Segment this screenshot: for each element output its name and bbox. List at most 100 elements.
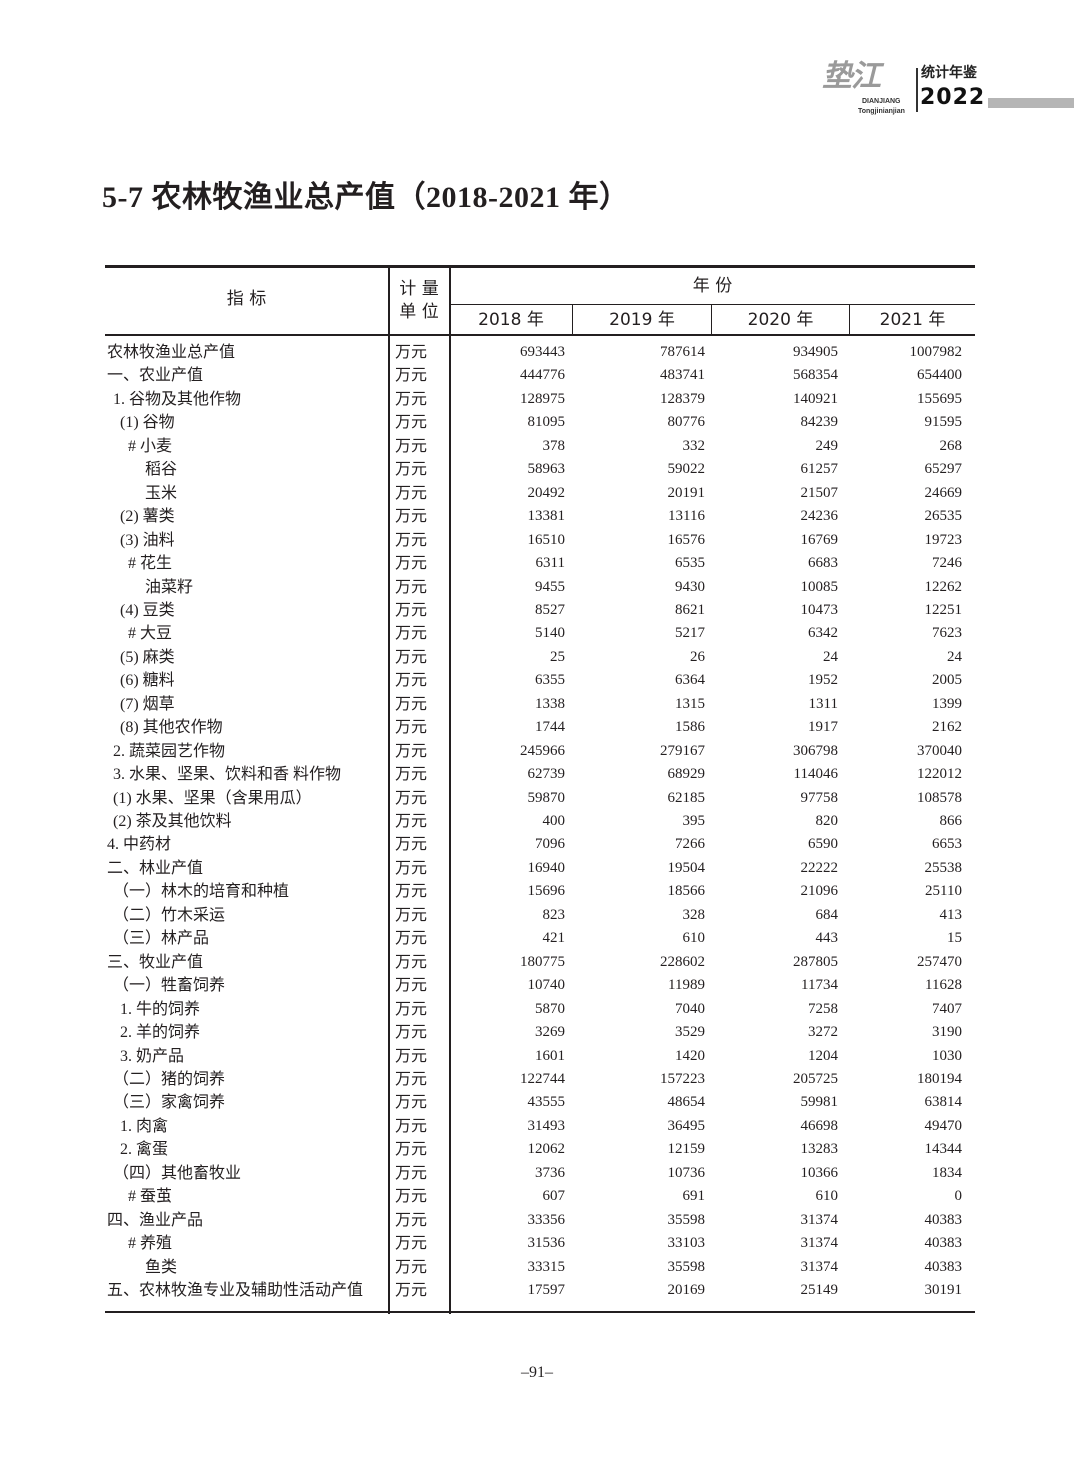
year-divider [572,305,573,334]
cell-value: 820 [815,813,839,829]
row-label: (7) 烟草 [120,695,175,713]
table-row: (4) 豆类 万元 8527 8621 10473 12251 [105,599,975,622]
table-bottom-rule [105,1311,975,1313]
cell-value: 610 [815,1188,839,1205]
table-row: # 养殖 万元 31536 33103 31374 40383 [105,1232,975,1255]
row-label: （二）竹木采运 [113,906,226,924]
cell-value: 128975 [520,390,565,407]
cell-value: 25 [550,648,565,665]
cell-value: 21507 [800,484,839,501]
divider-indicator-unit [388,267,390,1314]
year-divider [711,305,712,334]
header-year-2020: 2020 年 [747,310,814,330]
row-label: (5) 麻类 [120,648,175,666]
cell-value: 10473 [800,601,839,618]
cell-value: 3736 [535,1164,565,1181]
table-row: 3. 奶产品 万元 1601 1420 1204 1030 [105,1045,975,1068]
header-year-2019: 2019 年 [609,310,675,330]
row-label: 一、农业产值 [107,367,204,385]
cell-value: 40383 [924,1211,963,1228]
cell-value: 140921 [793,390,838,407]
row-unit: 万元 [395,625,428,643]
row-unit: 万元 [395,648,428,666]
row-unit: 万元 [395,601,428,619]
cell-value: 15696 [527,883,566,900]
cell-value: 691 [682,1188,706,1205]
year-group-rule [450,304,975,305]
row-unit: 万元 [395,672,428,690]
header-unit-line1: 计 量 [399,279,439,299]
cell-value: 245966 [520,742,565,759]
cell-value: 26 [690,648,705,665]
table-row: 三、牧业产值 万元 180775 228602 287805 257470 [105,951,975,974]
row-label: 农林牧渔业总产值 [107,344,236,361]
cell-value: 11734 [801,977,838,994]
cell-value: 24236 [800,508,839,525]
row-unit: 万元 [395,766,428,784]
row-label: (1) 谷物 [120,414,175,432]
row-unit: 万元 [395,742,428,760]
cell-value: 49470 [924,1117,963,1134]
cell-value: 31536 [527,1235,566,1252]
cell-value: 10085 [800,578,839,595]
cell-value: 249 [815,437,839,454]
cell-value: 395 [682,813,706,829]
cell-value: 3190 [932,1024,962,1041]
cell-value: 787614 [660,344,705,360]
cell-value: 3272 [808,1024,838,1041]
cell-value: 5870 [535,1000,565,1017]
cell-value: 7246 [932,555,962,572]
cell-value: 684 [815,906,839,923]
cell-value: 287805 [793,953,838,970]
cell-value: 122012 [917,766,962,783]
cell-value: 35598 [667,1211,706,1228]
header-year-group: 年 份 [692,276,733,296]
cell-value: 306798 [793,742,838,759]
table-row: 2. 禽蛋 万元 12062 12159 13283 14344 [105,1138,975,1161]
cell-value: 22222 [800,859,839,876]
cell-value: 59022 [667,461,706,478]
cell-value: 9430 [675,578,705,595]
yearbook-logo: 垫江 DIANJIANG Tongjinianjian 统计年鉴 2022 [822,60,1074,120]
cell-value: 11628 [925,977,962,994]
row-label: 2. 蔬菜园艺作物 [113,742,226,760]
cell-value: 12062 [527,1141,566,1158]
cell-value: 3269 [535,1024,565,1041]
table-row: 二、林业产值 万元 16940 19504 22222 25538 [105,857,975,880]
cell-value: 13381 [527,508,566,525]
row-unit: 万元 [395,1047,428,1065]
cell-value: 31493 [527,1117,566,1134]
cell-value: 65297 [924,461,963,478]
row-unit: 万元 [395,508,428,526]
year-divider [849,305,850,334]
table-row: (5) 麻类 万元 25 26 24 24 [105,646,975,669]
cell-value: 1338 [535,695,565,712]
row-unit: 万元 [395,1094,428,1112]
row-label: 1. 肉禽 [120,1117,169,1135]
cell-value: 19723 [924,531,963,548]
cell-value: 97758 [800,789,839,806]
table-row: 2. 羊的饲养 万元 3269 3529 3272 3190 [105,1021,975,1044]
cell-value: 31374 [800,1211,839,1228]
row-unit: 万元 [395,414,428,432]
table-row: 稻谷 万元 58963 59022 61257 65297 [105,458,975,481]
row-label: (1) 水果、坚果（含果用瓜） [113,789,312,807]
cell-value: 1601 [535,1047,565,1064]
cell-value: 62739 [527,766,566,783]
cell-value: 40383 [924,1258,963,1275]
cell-value: 1744 [535,719,565,736]
cell-value: 36495 [667,1117,706,1134]
row-unit: 万元 [395,1282,428,1299]
cell-value: 33356 [527,1211,566,1228]
logo-divider [916,68,918,112]
cell-value: 370040 [917,742,962,759]
row-unit: 万元 [395,1164,428,1182]
row-label: 3. 奶产品 [120,1047,185,1065]
cell-value: 68929 [667,766,706,783]
cell-value: 205725 [793,1070,838,1087]
row-label: 稻谷 [145,461,178,479]
row-unit: 万元 [395,555,428,573]
row-unit: 万元 [395,1235,428,1253]
table-row: 1. 牛的饲养 万元 5870 7040 7258 7407 [105,998,975,1021]
cell-value: 31374 [800,1235,839,1252]
